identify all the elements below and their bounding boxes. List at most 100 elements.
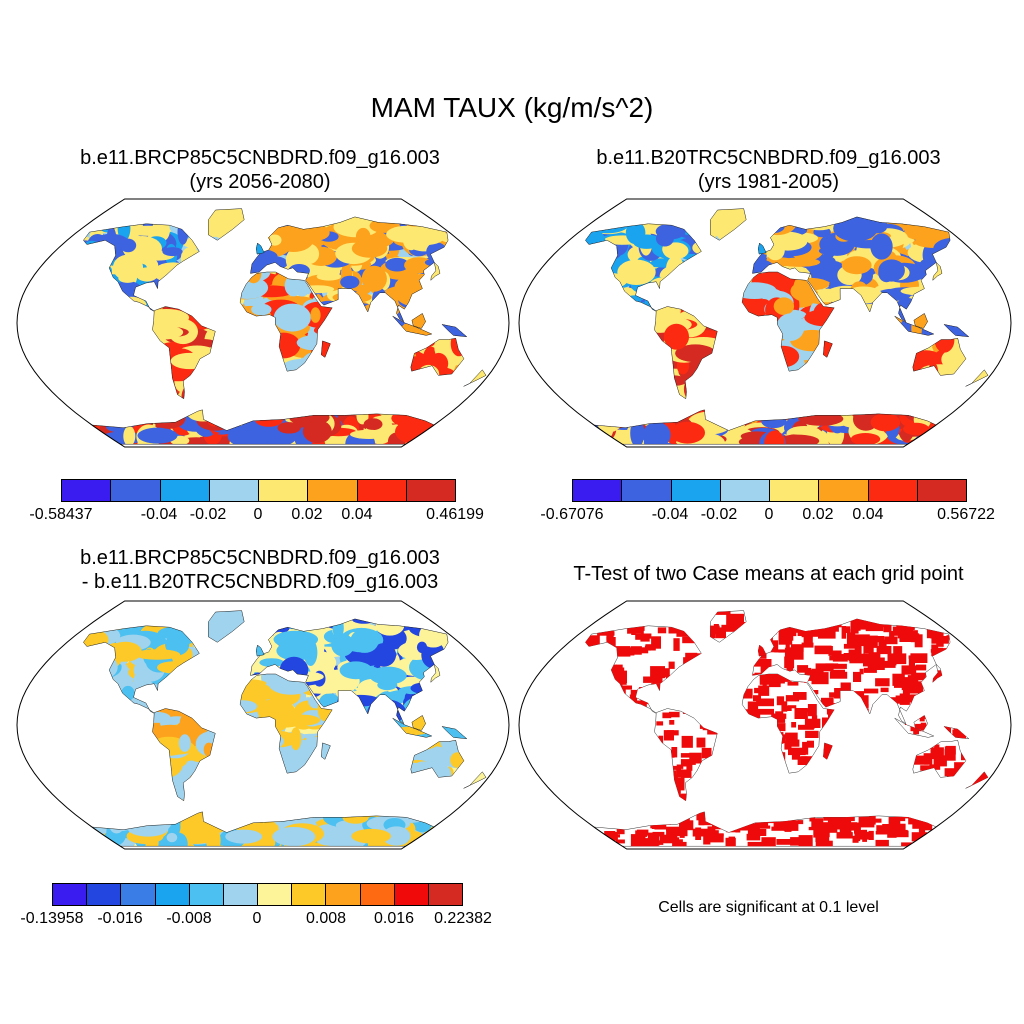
field-patch (347, 294, 358, 320)
colorbar-swatch-11 (428, 884, 463, 905)
significant-cell (665, 794, 684, 801)
coastline-europe-asia (752, 216, 951, 323)
field-patch (297, 744, 333, 762)
field-patch (855, 303, 883, 322)
significant-cell (606, 637, 616, 648)
significant-cell (691, 625, 702, 634)
field-patch (83, 699, 106, 714)
significant-cell (892, 673, 905, 686)
field-patch (253, 740, 276, 762)
field-patch (410, 356, 431, 369)
field-patch (208, 221, 235, 230)
significant-cell (708, 811, 715, 824)
significant-cell (808, 724, 815, 729)
field-patch (745, 319, 765, 336)
field-patch (938, 297, 951, 322)
field-patch (459, 285, 483, 309)
significant-cell (652, 831, 665, 837)
panel-2-map[interactable] (517, 196, 1013, 450)
field-patch (476, 307, 511, 321)
field-patch (441, 265, 449, 288)
field-patch (617, 259, 656, 285)
significant-cell (880, 687, 889, 693)
coastline-uk (757, 242, 767, 255)
field-patch (585, 293, 604, 312)
significant-cell (885, 618, 890, 624)
field-patch (585, 282, 598, 302)
field-patch (194, 372, 211, 384)
panel-1-map[interactable] (15, 196, 511, 450)
significant-cell (901, 665, 917, 675)
field-patch (761, 225, 773, 248)
significant-cell (754, 687, 764, 694)
field-patch (969, 306, 1010, 320)
field-patch (83, 644, 84, 671)
significant-cell (636, 647, 649, 654)
significant-cell (916, 664, 927, 671)
significant-cell (713, 624, 719, 635)
significant-cell (954, 661, 966, 668)
significant-cell (585, 692, 586, 697)
field-patch (83, 295, 113, 305)
field-patch (615, 409, 642, 425)
field-patch (436, 699, 449, 709)
panel-4-map[interactable] (517, 598, 1013, 852)
significant-cell (560, 700, 565, 709)
significant-cell (843, 626, 851, 633)
field-patch (824, 409, 869, 416)
field-patch (332, 298, 359, 316)
field-patch (776, 313, 805, 341)
cb3-label-max: 0.22382 (434, 910, 492, 927)
field-patch (250, 332, 269, 360)
significant-cell (815, 840, 833, 847)
significant-cell (668, 661, 675, 669)
significant-cell (932, 670, 942, 683)
significant-cell (986, 676, 993, 682)
significant-cell (973, 696, 981, 704)
significant-cell (817, 833, 830, 842)
field-patch (215, 610, 239, 625)
field-patch (244, 359, 258, 370)
field-patch (30, 272, 68, 291)
significant-cell (594, 667, 605, 672)
field-patch (736, 409, 750, 421)
significant-cell (907, 675, 919, 685)
significant-cell (696, 778, 713, 783)
colorbar-swatch-6 (258, 884, 293, 905)
field-patch (331, 633, 355, 657)
significant-cell (969, 681, 977, 690)
field-patch (593, 409, 613, 428)
field-patch (551, 271, 575, 296)
field-patch (455, 685, 477, 693)
colorbar-swatch-3 (155, 884, 190, 905)
colorbar-swatch-5 (223, 884, 259, 905)
colorbar-swatch-7 (917, 480, 966, 501)
field-patch (277, 422, 301, 434)
field-patch (975, 300, 1000, 322)
significant-cell (807, 704, 817, 717)
significant-cell (811, 715, 818, 722)
significant-cell (890, 653, 907, 665)
significant-cell (793, 622, 800, 633)
field-patch (944, 311, 951, 320)
field-patch (446, 670, 449, 685)
field-patch (585, 253, 606, 264)
significant-cell (762, 679, 767, 691)
field-patch (598, 409, 645, 426)
field-patch (367, 313, 402, 322)
significant-cell (930, 649, 945, 653)
significant-cell (742, 730, 754, 742)
field-patch (410, 740, 439, 751)
field-patch (117, 223, 131, 242)
field-patch (252, 722, 270, 734)
field-patch (973, 279, 984, 292)
significant-cell (563, 670, 575, 677)
field-patch (806, 359, 823, 372)
significant-cell (705, 833, 724, 843)
significant-cell (960, 679, 966, 682)
panel-3-map[interactable] (15, 598, 511, 852)
significant-cell (823, 732, 829, 742)
field-patch (87, 675, 114, 696)
field-patch (773, 297, 795, 315)
significant-cell (820, 618, 827, 627)
